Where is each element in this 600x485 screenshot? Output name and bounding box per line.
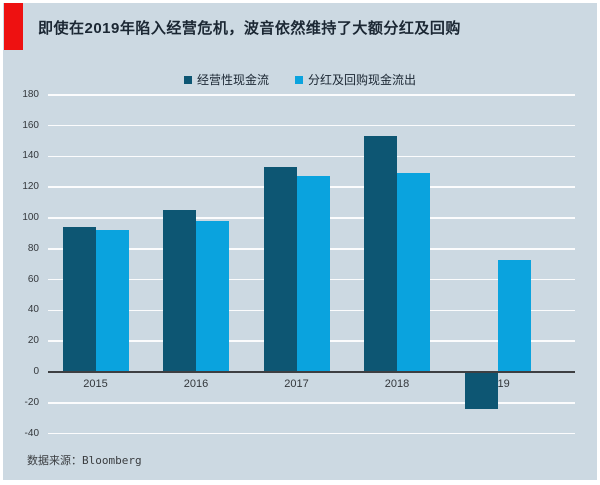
bar-经营性现金流-2017: [263, 167, 297, 372]
y-axis-tick-label: 120: [22, 181, 39, 193]
bar-经营性现金流-2015: [62, 227, 96, 372]
bar-经营性现金流-2019: [464, 372, 498, 409]
x-axis-tick-label: 2015: [83, 378, 108, 390]
data-source-label: 数据来源：Bloomberg: [27, 454, 142, 467]
legend-item-operating-cash-flow: 经营性现金流: [183, 71, 269, 88]
chart-title: 即使在2019年陷入经营危机，波音依然维持了大额分红及回购: [38, 20, 461, 37]
bar-分红及回购现金流出-2018: [397, 173, 430, 372]
y-axis-tick-label: 60: [27, 273, 39, 285]
gridline: [48, 124, 575, 127]
y-axis-tick-label: 40: [27, 304, 39, 316]
y-axis-tick-label: 140: [22, 150, 39, 162]
legend-swatch-dark: [183, 75, 192, 84]
legend-label: 分红及回购现金流出: [308, 73, 417, 87]
y-axis-tick-label: 80: [27, 242, 39, 254]
red-accent-block: [4, 3, 23, 50]
legend-label: 经营性现金流: [196, 73, 269, 87]
y-axis-tick-label: 0: [33, 366, 39, 377]
x-axis-tick-label: 2018: [384, 378, 410, 390]
bar-分红及回购现金流出-2019: [497, 259, 531, 372]
chart-legend: 经营性现金流 分红及回购现金流出: [0, 71, 600, 88]
gridline: [48, 432, 575, 435]
bar-经营性现金流-2018: [364, 136, 397, 372]
y-axis-tick-label: 100: [22, 212, 39, 223]
gridline: [48, 155, 575, 158]
y-axis-tick-label: -20: [24, 396, 39, 408]
gridline: [48, 94, 575, 96]
bar-分红及回购现金流出-2015: [95, 230, 129, 372]
bar-分红及回购现金流出-2017: [296, 176, 330, 372]
bar-经营性现金流-2016: [163, 210, 196, 372]
y-axis-tick-label: 180: [22, 88, 39, 100]
x-axis-tick-label: 2016: [183, 378, 209, 390]
zero-axis-line: [48, 371, 575, 373]
legend-item-dividend-buyback: 分红及回购现金流出: [295, 71, 416, 88]
gridline: [48, 402, 575, 404]
y-axis-tick-label: 20: [27, 335, 39, 347]
y-axis-tick-label: 160: [22, 119, 39, 131]
x-axis-tick-label: 2017: [284, 378, 309, 390]
legend-swatch-light: [295, 75, 303, 84]
y-axis-tick-label: -40: [24, 427, 39, 439]
bar-分红及回购现金流出-2016: [196, 221, 229, 372]
